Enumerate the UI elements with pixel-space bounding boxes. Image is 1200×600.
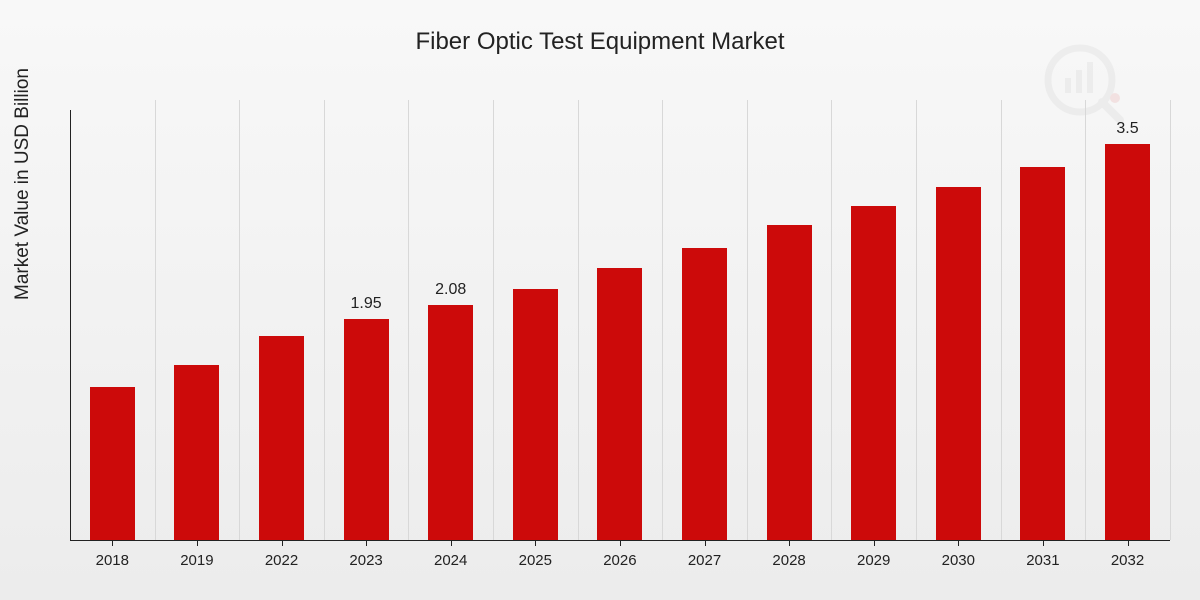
- bar: [1020, 167, 1065, 540]
- gridline: [831, 100, 832, 540]
- x-tick-label: 2022: [249, 552, 314, 569]
- gridline: [1085, 100, 1086, 540]
- bar: [174, 365, 219, 540]
- gridline: [239, 100, 240, 540]
- bar-value-label: 2.08: [418, 281, 483, 299]
- x-tick-label: 2029: [841, 552, 906, 569]
- x-tick-label: 2032: [1095, 552, 1160, 569]
- bar: [428, 305, 473, 540]
- gridline: [578, 100, 579, 540]
- y-axis-label: Market Value in USD Billion: [12, 68, 34, 300]
- x-tick-label: 2018: [80, 552, 145, 569]
- x-tick: [958, 540, 959, 546]
- x-tick-label: 2025: [503, 552, 568, 569]
- gridline: [1170, 100, 1171, 540]
- gridline: [1001, 100, 1002, 540]
- bar: [90, 387, 135, 540]
- x-tick-label: 2024: [418, 552, 483, 569]
- x-tick: [197, 540, 198, 546]
- x-tick: [282, 540, 283, 546]
- x-tick-label: 2026: [587, 552, 652, 569]
- bar-value-label: 1.95: [334, 295, 399, 313]
- bar-value-label: 3.5: [1095, 120, 1160, 138]
- bar: [597, 268, 642, 540]
- bar: [1105, 144, 1150, 540]
- bar: [259, 336, 304, 540]
- bar: [767, 225, 812, 540]
- bar: [936, 187, 981, 540]
- x-tick-label: 2027: [672, 552, 737, 569]
- x-tick-label: 2019: [164, 552, 229, 569]
- x-tick-label: 2030: [926, 552, 991, 569]
- x-tick-label: 2023: [334, 552, 399, 569]
- gridline: [747, 100, 748, 540]
- chart-title: Fiber Optic Test Equipment Market: [0, 0, 1200, 56]
- gridline: [324, 100, 325, 540]
- gridline: [408, 100, 409, 540]
- x-tick: [874, 540, 875, 546]
- x-tick: [112, 540, 113, 546]
- x-tick-label: 2031: [1010, 552, 1075, 569]
- x-tick: [451, 540, 452, 546]
- gridline: [493, 100, 494, 540]
- gridline: [916, 100, 917, 540]
- x-tick: [620, 540, 621, 546]
- x-tick-label: 2028: [757, 552, 822, 569]
- bar: [851, 206, 896, 540]
- bar: [344, 319, 389, 540]
- bar: [513, 289, 558, 540]
- x-tick: [535, 540, 536, 546]
- chart-plot-area: 1.952.083.5 2018201920222023202420252026…: [70, 110, 1170, 540]
- gridline: [662, 100, 663, 540]
- x-tick: [1128, 540, 1129, 546]
- bar: [682, 248, 727, 540]
- x-tick: [366, 540, 367, 546]
- bars-container: 1.95 2.08 3.5: [70, 110, 1170, 540]
- gridline: [155, 100, 156, 540]
- x-tick: [789, 540, 790, 546]
- x-tick: [705, 540, 706, 546]
- x-tick: [1043, 540, 1044, 546]
